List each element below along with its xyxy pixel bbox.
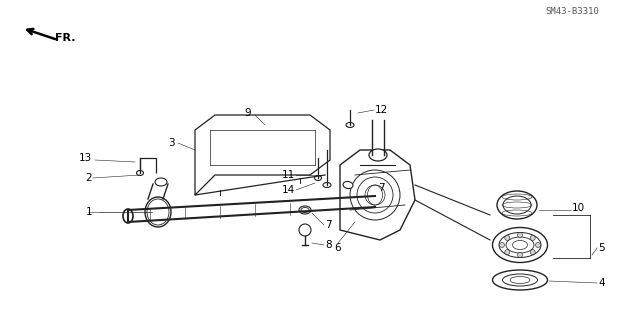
Ellipse shape <box>346 122 354 128</box>
Ellipse shape <box>370 195 380 209</box>
Ellipse shape <box>493 270 547 290</box>
Text: FR.: FR. <box>55 33 76 43</box>
Text: SM43-B3310: SM43-B3310 <box>545 8 599 17</box>
Text: 5: 5 <box>598 243 605 253</box>
Ellipse shape <box>343 182 353 189</box>
Ellipse shape <box>323 182 331 188</box>
Text: 13: 13 <box>79 153 92 163</box>
Circle shape <box>530 249 535 255</box>
Text: 14: 14 <box>282 185 295 195</box>
Ellipse shape <box>123 209 133 223</box>
Text: 9: 9 <box>244 108 252 118</box>
Circle shape <box>505 235 510 241</box>
Circle shape <box>299 224 311 236</box>
Polygon shape <box>195 115 330 195</box>
Text: 12: 12 <box>375 105 388 115</box>
Text: 10: 10 <box>572 203 585 213</box>
Text: 6: 6 <box>335 243 341 253</box>
Circle shape <box>499 242 504 248</box>
Text: 4: 4 <box>598 278 605 288</box>
Ellipse shape <box>299 206 311 214</box>
Text: 7: 7 <box>325 220 332 230</box>
Ellipse shape <box>497 191 537 219</box>
Text: 8: 8 <box>325 240 332 250</box>
Polygon shape <box>340 150 415 240</box>
Circle shape <box>505 249 510 255</box>
Circle shape <box>518 233 522 238</box>
Text: 11: 11 <box>282 170 295 180</box>
Text: 1: 1 <box>85 207 92 217</box>
Ellipse shape <box>136 170 143 175</box>
Circle shape <box>536 242 541 248</box>
Ellipse shape <box>493 227 547 263</box>
Text: 2: 2 <box>85 173 92 183</box>
Ellipse shape <box>369 149 387 161</box>
Text: 7: 7 <box>378 183 385 193</box>
Ellipse shape <box>155 178 167 186</box>
Circle shape <box>530 235 535 241</box>
Text: 3: 3 <box>168 138 175 148</box>
Ellipse shape <box>314 175 321 181</box>
Circle shape <box>518 253 522 257</box>
